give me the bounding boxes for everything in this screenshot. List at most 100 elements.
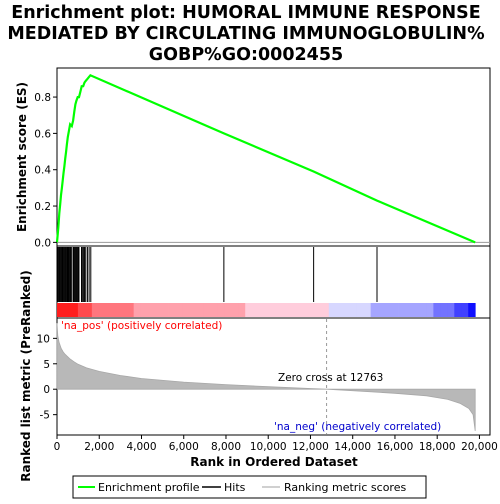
- strip-segment: [259, 303, 267, 317]
- strip-segment: [238, 303, 246, 317]
- strip-segment: [300, 303, 309, 317]
- strip-segment: [405, 303, 413, 317]
- legend-label-hits: Hits: [224, 481, 246, 494]
- metric-y-tick-label: -5: [40, 410, 50, 422]
- x-tick-label: 14,000: [334, 441, 371, 453]
- zero-cross-label: Zero cross at 12763: [278, 372, 383, 384]
- strip-segment: [363, 303, 372, 317]
- strip-segment: [391, 303, 399, 317]
- strip-segment: [252, 303, 260, 317]
- strip-segment: [224, 303, 232, 317]
- x-axis-label: Rank in Ordered Dataset: [190, 455, 358, 469]
- strip-segment: [266, 303, 274, 317]
- es-panel-frame: [56, 67, 491, 247]
- es-y-axis-label: Enrichment score (ES): [15, 82, 29, 232]
- strip-segment: [398, 303, 406, 317]
- chart-title: Enrichment plot: HUMORAL IMMUNE RESPONSE…: [7, 3, 484, 65]
- x-tick-label: 16,000: [377, 441, 414, 453]
- legend-label-enrichment: Enrichment profile: [98, 481, 200, 494]
- es-y-tick-label: 0.2: [34, 201, 51, 213]
- x-tick-label: 8,000: [211, 441, 241, 453]
- title-line-1: Enrichment plot: HUMORAL IMMUNE RESPONSE: [11, 3, 481, 23]
- strip-segment: [412, 303, 420, 317]
- strip-segment: [356, 303, 365, 317]
- es-y-ticks: 0.0 0.2 0.4 0.6 0.8: [34, 92, 57, 249]
- strip-segment: [328, 303, 337, 317]
- strip-segment: [175, 303, 183, 317]
- strip-segment: [77, 303, 86, 317]
- strip-segment: [91, 303, 100, 317]
- metric-y-axis-label: Ranked list metric (PreRanked): [19, 270, 33, 482]
- strip-segment: [182, 303, 190, 317]
- strip-segment: [370, 303, 379, 317]
- x-axis-ticks: 0 2,000 4,000 6,000 8,000 10,000 12,000 14,000 1…: [54, 435, 498, 453]
- strip-segment: [426, 303, 434, 317]
- x-tick-label: 6,000: [169, 441, 199, 453]
- strip-segment: [217, 303, 225, 317]
- strip-segment: [210, 303, 218, 317]
- strip-segment: [168, 303, 176, 317]
- strip-segment: [105, 303, 114, 317]
- ranked-list-color-strip: [57, 303, 476, 317]
- x-tick-label: 18,000: [419, 441, 456, 453]
- strip-segment: [280, 303, 288, 317]
- strip-segment: [461, 303, 469, 317]
- strip-segment: [440, 303, 448, 317]
- metric-y-tick-label: 10: [37, 333, 50, 345]
- strip-segment: [70, 303, 79, 317]
- x-tick-label: 20,000: [461, 441, 498, 453]
- strip-segment: [342, 303, 351, 317]
- pos-correlated-label: 'na_pos' (positively correlated): [61, 320, 222, 332]
- strip-segment: [433, 303, 441, 317]
- strip-segment: [454, 303, 462, 317]
- title-line-3: GOBP%GO:0002455: [149, 45, 343, 65]
- strip-segment: [468, 303, 476, 317]
- x-tick-label: 2,000: [84, 441, 114, 453]
- legend-label-metric: Ranking metric scores: [284, 481, 406, 494]
- x-tick-label: 10,000: [250, 441, 287, 453]
- es-y-tick-label: 0.0: [34, 237, 51, 249]
- strip-segment: [126, 303, 135, 317]
- strip-segment: [196, 303, 204, 317]
- es-series-enrichment-profile: [55, 73, 476, 244]
- strip-segment: [57, 303, 65, 317]
- strip-segment: [189, 303, 197, 317]
- es-y-tick-label: 0.8: [34, 92, 51, 104]
- es-y-tick-label: 0.6: [34, 128, 51, 140]
- strip-segment: [287, 303, 295, 317]
- strip-segment: [231, 303, 239, 317]
- metric-y-tick-label: 0: [43, 384, 50, 396]
- strip-segment: [154, 303, 162, 317]
- ranking-metric-series: [56, 323, 476, 431]
- strip-segment: [63, 303, 72, 317]
- strip-segment: [203, 303, 211, 317]
- strip-segment: [98, 303, 107, 317]
- enrichment-profile-line: [55, 73, 476, 244]
- strip-segment: [84, 303, 93, 317]
- strip-segment: [161, 303, 169, 317]
- strip-segment: [293, 303, 302, 317]
- strip-segment: [245, 303, 253, 317]
- hit-marks: [57, 247, 378, 302]
- ranking-metric-area: [56, 319, 476, 434]
- x-tick-label: 0: [54, 441, 61, 453]
- es-y-tick-label: 0.4: [34, 165, 51, 177]
- x-tick-label: 4,000: [126, 441, 156, 453]
- title-line-2: MEDIATED BY CIRCULATING IMMUNOGLOBULIN%: [7, 24, 484, 44]
- strip-segment: [384, 303, 392, 317]
- strip-segment: [419, 303, 427, 317]
- x-tick-label: 12,000: [292, 441, 329, 453]
- strip-segment: [447, 303, 455, 317]
- strip-segment: [349, 303, 358, 317]
- neg-correlated-label: 'na_neg' (negatively correlated): [274, 421, 441, 433]
- strip-segment: [273, 303, 281, 317]
- legend-box: [72, 475, 427, 499]
- strip-segment: [119, 303, 128, 317]
- strip-segment: [321, 303, 330, 317]
- strip-segment: [314, 303, 323, 317]
- strip-segment: [112, 303, 121, 317]
- metric-y-ticks: -5 0 5 10: [37, 333, 57, 422]
- strip-segment: [377, 303, 386, 317]
